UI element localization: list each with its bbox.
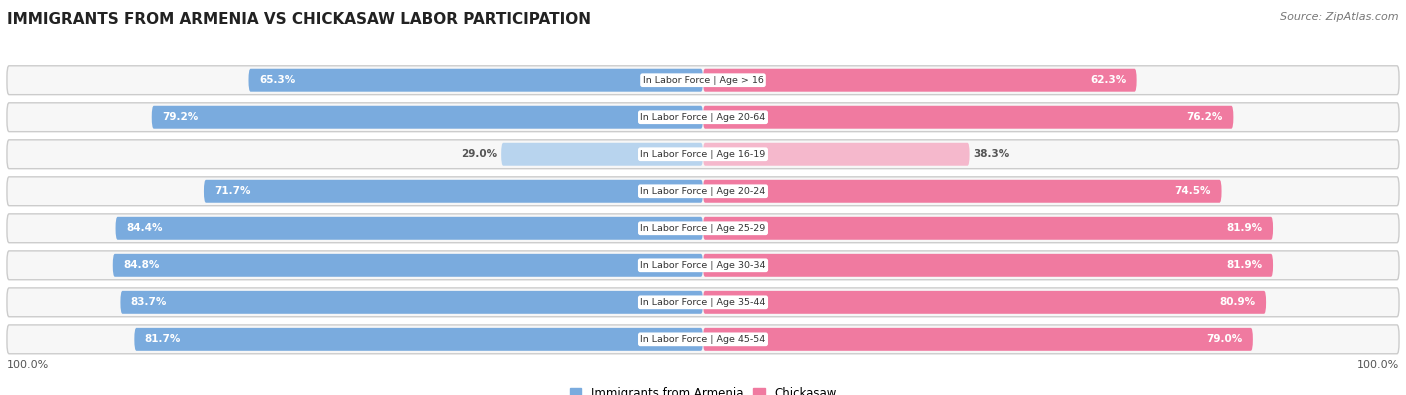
Text: In Labor Force | Age 20-24: In Labor Force | Age 20-24	[640, 187, 766, 196]
Text: 81.9%: 81.9%	[1226, 223, 1263, 233]
FancyBboxPatch shape	[703, 143, 970, 166]
Text: In Labor Force | Age 25-29: In Labor Force | Age 25-29	[640, 224, 766, 233]
Text: In Labor Force | Age 35-44: In Labor Force | Age 35-44	[640, 298, 766, 307]
Legend: Immigrants from Armenia, Chickasaw: Immigrants from Armenia, Chickasaw	[569, 387, 837, 395]
FancyBboxPatch shape	[7, 66, 1399, 95]
FancyBboxPatch shape	[7, 251, 1399, 280]
Text: IMMIGRANTS FROM ARMENIA VS CHICKASAW LABOR PARTICIPATION: IMMIGRANTS FROM ARMENIA VS CHICKASAW LAB…	[7, 12, 591, 27]
Text: 100.0%: 100.0%	[7, 360, 49, 370]
Text: 81.7%: 81.7%	[145, 334, 181, 344]
Text: In Labor Force | Age 16-19: In Labor Force | Age 16-19	[640, 150, 766, 159]
FancyBboxPatch shape	[121, 291, 703, 314]
Text: In Labor Force | Age 45-54: In Labor Force | Age 45-54	[640, 335, 766, 344]
Text: 71.7%: 71.7%	[214, 186, 250, 196]
FancyBboxPatch shape	[703, 254, 1272, 277]
FancyBboxPatch shape	[703, 291, 1265, 314]
Text: 84.8%: 84.8%	[124, 260, 159, 270]
FancyBboxPatch shape	[7, 103, 1399, 132]
FancyBboxPatch shape	[7, 288, 1399, 317]
FancyBboxPatch shape	[115, 217, 703, 240]
FancyBboxPatch shape	[249, 69, 703, 92]
FancyBboxPatch shape	[204, 180, 703, 203]
FancyBboxPatch shape	[7, 325, 1399, 354]
FancyBboxPatch shape	[7, 140, 1399, 169]
Text: 29.0%: 29.0%	[461, 149, 498, 159]
Text: 81.9%: 81.9%	[1226, 260, 1263, 270]
FancyBboxPatch shape	[703, 328, 1253, 351]
FancyBboxPatch shape	[501, 143, 703, 166]
Text: In Labor Force | Age 20-64: In Labor Force | Age 20-64	[640, 113, 766, 122]
Text: 80.9%: 80.9%	[1219, 297, 1256, 307]
Text: 83.7%: 83.7%	[131, 297, 167, 307]
FancyBboxPatch shape	[112, 254, 703, 277]
FancyBboxPatch shape	[703, 217, 1272, 240]
FancyBboxPatch shape	[7, 214, 1399, 243]
Text: 79.0%: 79.0%	[1206, 334, 1243, 344]
Text: 65.3%: 65.3%	[259, 75, 295, 85]
FancyBboxPatch shape	[135, 328, 703, 351]
FancyBboxPatch shape	[152, 106, 703, 129]
Text: Source: ZipAtlas.com: Source: ZipAtlas.com	[1281, 12, 1399, 22]
Text: 38.3%: 38.3%	[973, 149, 1010, 159]
Text: 62.3%: 62.3%	[1090, 75, 1126, 85]
Text: 76.2%: 76.2%	[1187, 112, 1223, 122]
Text: In Labor Force | Age 30-34: In Labor Force | Age 30-34	[640, 261, 766, 270]
Text: In Labor Force | Age > 16: In Labor Force | Age > 16	[643, 76, 763, 85]
Text: 100.0%: 100.0%	[1357, 360, 1399, 370]
FancyBboxPatch shape	[7, 177, 1399, 206]
FancyBboxPatch shape	[703, 180, 1222, 203]
FancyBboxPatch shape	[703, 106, 1233, 129]
FancyBboxPatch shape	[703, 69, 1136, 92]
Text: 74.5%: 74.5%	[1174, 186, 1211, 196]
Text: 79.2%: 79.2%	[162, 112, 198, 122]
Text: 84.4%: 84.4%	[127, 223, 163, 233]
